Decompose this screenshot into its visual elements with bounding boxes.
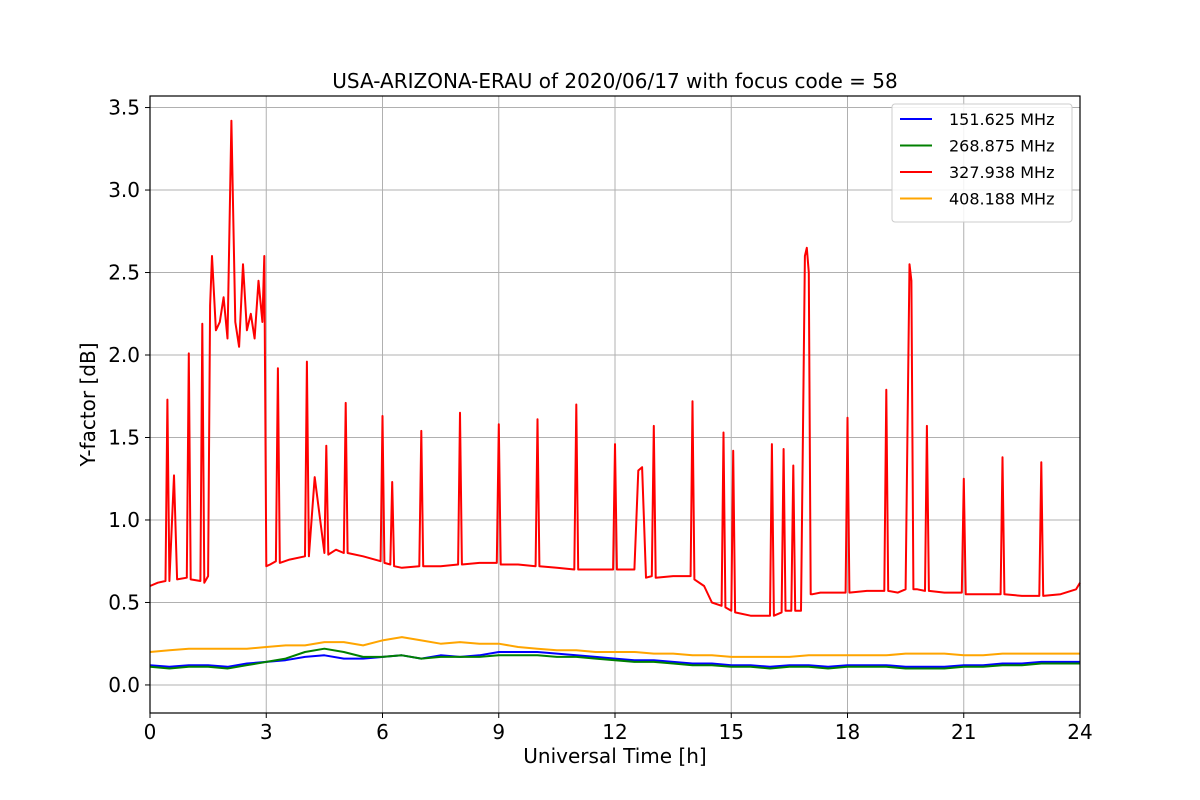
- y-tick-label: 0.5: [108, 590, 140, 614]
- y-tick-label: 0.0: [108, 673, 140, 697]
- y-tick-label: 2.5: [108, 261, 140, 285]
- legend-label: 151.625 MHz: [949, 110, 1054, 129]
- series-line-1: [149, 647, 1080, 670]
- x-tick-label: 15: [719, 720, 744, 744]
- x-axis: 0 3 6 9 12 15 18 21 24: [144, 713, 1093, 744]
- legend-label: 268.875 MHz: [949, 137, 1054, 156]
- y-axis: 0.0 0.5 1.0 1.5 2.0 2.5 3.0 3.5: [108, 96, 150, 697]
- legend-label: 408.188 MHz: [949, 190, 1054, 209]
- y-tick-label: 3.5: [108, 96, 140, 120]
- series-line-3: [149, 636, 1080, 658]
- legend: 151.625 MHz 268.875 MHz 327.938 MHz 408.188…: [891, 103, 1073, 223]
- series-line-0: [149, 651, 1080, 668]
- x-tick-label: 0: [144, 720, 157, 744]
- x-tick-label: 21: [951, 720, 976, 744]
- y-tick-label: 3.0: [108, 178, 140, 202]
- y-tick-label: 1.5: [108, 425, 140, 449]
- series-line-2: [149, 119, 1081, 617]
- x-tick-label: 6: [376, 720, 389, 744]
- x-tick-label: 12: [602, 720, 627, 744]
- y-tick-label: 1.0: [108, 508, 140, 532]
- x-tick-label: 3: [260, 720, 273, 744]
- legend-box: [891, 103, 1073, 223]
- x-tick-label: 24: [1067, 720, 1092, 744]
- x-tick-label: 18: [835, 720, 860, 744]
- legend-label: 327.938 MHz: [949, 163, 1054, 182]
- x-tick-label: 9: [492, 720, 505, 744]
- y-axis-label: Y-factor [dB]: [76, 342, 100, 467]
- x-axis-label: Universal Time [h]: [523, 744, 706, 768]
- chart-title: USA-ARIZONA-ERAU of 2020/06/17 with focu…: [332, 69, 897, 93]
- plot-area: [149, 119, 1081, 670]
- y-tick-label: 2.0: [108, 343, 140, 367]
